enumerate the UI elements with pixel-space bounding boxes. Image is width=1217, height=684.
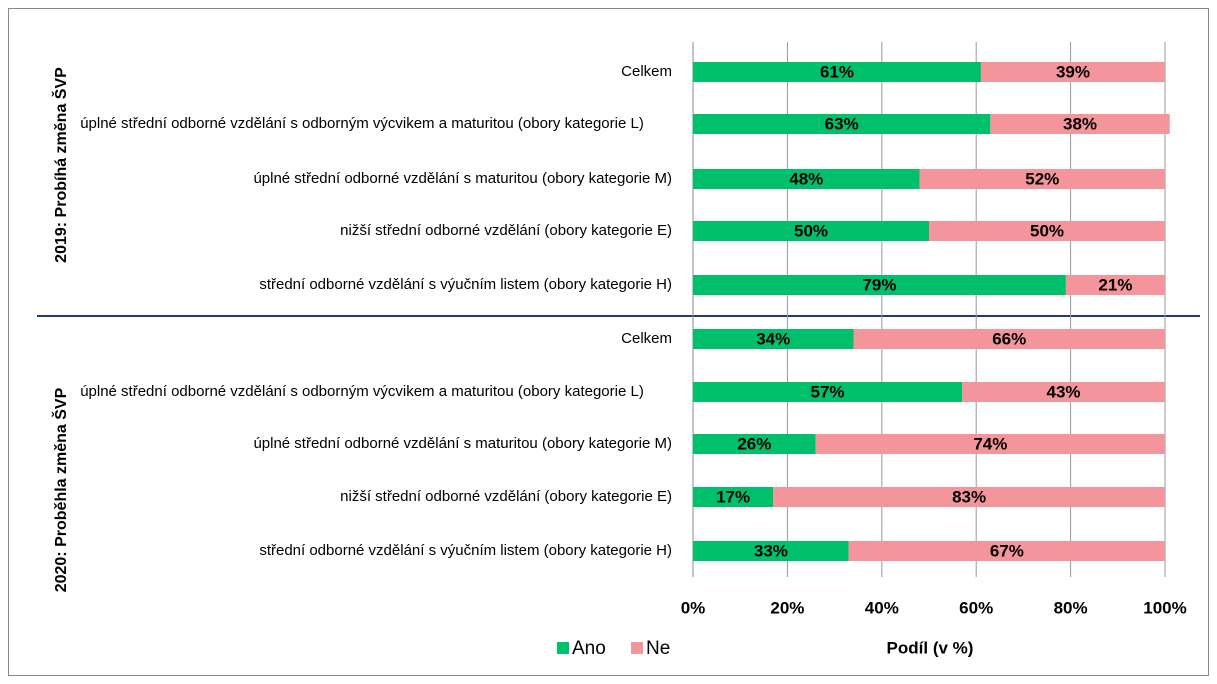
- bar-segment: [853, 329, 1165, 349]
- bar-segment: [693, 169, 920, 189]
- x-tick-label: 40%: [865, 598, 899, 617]
- category-label: střední odborné vzdělání s výučním liste…: [259, 542, 672, 559]
- bar-segment: [693, 275, 1066, 295]
- bar-segment: [1065, 275, 1165, 295]
- data-label: 34%: [756, 329, 790, 348]
- bar-segment: [693, 487, 774, 507]
- bar-segment: [693, 541, 849, 561]
- chart-border: [8, 8, 1209, 676]
- bar-segment: [693, 434, 816, 454]
- data-label: 66%: [992, 329, 1026, 348]
- category-label: střední odborné vzdělání s výučním liste…: [259, 276, 672, 293]
- data-label: 17%: [716, 487, 750, 506]
- legend-label: Ne: [646, 638, 670, 659]
- bar-segment: [919, 169, 1165, 189]
- bar-segment: [815, 434, 1165, 454]
- category-label: Celkem: [621, 63, 672, 80]
- data-label: 50%: [1030, 221, 1064, 240]
- category-label: úplné střední odborné vzdělání s odborný…: [80, 115, 644, 132]
- data-label: 57%: [811, 382, 845, 401]
- data-label: 74%: [973, 434, 1007, 453]
- legend-swatch: [631, 642, 643, 654]
- group-label: 2020: Proběhla změna ŠVP: [51, 387, 70, 592]
- data-label: 63%: [825, 114, 859, 133]
- data-label: 21%: [1098, 275, 1132, 294]
- bar-segment: [693, 221, 929, 241]
- x-tick-label: 20%: [770, 598, 804, 617]
- data-label: 50%: [794, 221, 828, 240]
- data-label: 33%: [754, 541, 788, 560]
- bar-segment: [693, 62, 981, 82]
- category-label: úplné střední odborné vzdělání s maturit…: [253, 170, 672, 187]
- data-label: 39%: [1056, 62, 1090, 81]
- x-tick-label: 80%: [1054, 598, 1088, 617]
- legend-swatch: [557, 642, 569, 654]
- bar-segment: [929, 221, 1165, 241]
- data-label: 48%: [789, 169, 823, 188]
- bar-segment: [773, 487, 1165, 507]
- x-tick-label: 60%: [959, 598, 993, 617]
- bar-segment: [693, 382, 963, 402]
- group-label: 2019: Probíhá změna ŠVP: [51, 67, 70, 263]
- bar-segment: [962, 382, 1165, 402]
- bar-segment: [848, 541, 1165, 561]
- x-axis-title: Podíl (v %): [887, 638, 974, 657]
- data-label: 61%: [820, 62, 854, 81]
- bar-segment: [980, 62, 1165, 82]
- x-tick-label: 0%: [681, 598, 706, 617]
- bar-segment: [693, 329, 854, 349]
- bar-segment: [693, 114, 991, 134]
- x-tick-label: 100%: [1143, 598, 1186, 617]
- data-label: 52%: [1025, 169, 1059, 188]
- bar-segment: [990, 114, 1170, 134]
- data-label: 67%: [990, 541, 1024, 560]
- data-label: 79%: [862, 275, 896, 294]
- category-label: úplné střední odborné vzdělání s maturit…: [253, 435, 672, 452]
- data-label: 38%: [1063, 114, 1097, 133]
- data-label: 43%: [1047, 382, 1081, 401]
- data-label: 26%: [737, 434, 771, 453]
- category-label: Celkem: [621, 330, 672, 347]
- legend-label: Ano: [572, 638, 606, 659]
- category-label: nižší střední odborné vzdělání (obory ka…: [340, 222, 672, 239]
- category-label: úplné střední odborné vzdělání s odborný…: [80, 383, 644, 400]
- data-label: 83%: [952, 487, 986, 506]
- category-label: nižší střední odborné vzdělání (obory ka…: [340, 488, 672, 505]
